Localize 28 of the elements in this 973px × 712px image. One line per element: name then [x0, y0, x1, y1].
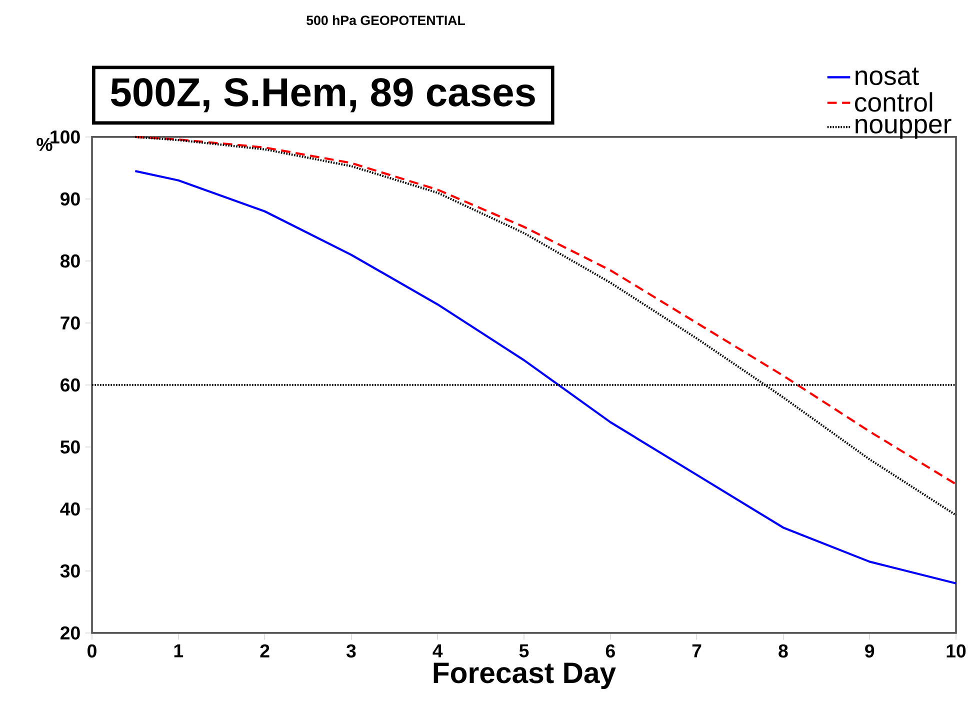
y-tick-label: 70: [60, 316, 80, 330]
y-tick-label: 60: [60, 378, 80, 392]
y-tick-label: 20: [60, 626, 80, 640]
x-axis-title: Forecast Day: [434, 662, 616, 690]
x-tick-label: 9: [865, 644, 874, 658]
y-tick-label: 90: [60, 192, 80, 206]
x-tick-label: 1: [174, 644, 184, 658]
x-tick-label: 10: [946, 644, 966, 658]
x-tick-label: 5: [519, 644, 529, 658]
legend-label: control: [855, 92, 932, 112]
y-tick-label: 40: [60, 502, 80, 516]
x-tick-label: 0: [88, 644, 96, 658]
text: 500Z, S.Hem, 89 cases: [110, 78, 535, 112]
x-tick-label: 3: [346, 644, 356, 658]
y-tick-label: 80: [60, 254, 80, 268]
y-tick-label: 50: [60, 440, 80, 454]
y-tick-label: 30: [60, 564, 80, 578]
x-tick-label: 7: [692, 644, 702, 658]
x-tick-label: 6: [606, 644, 615, 658]
legend-label: nosat: [856, 68, 919, 86]
x-tick-label: 8: [778, 644, 788, 658]
x-tick-label: 4: [432, 644, 443, 658]
legend-label: noupper: [856, 118, 952, 139]
chart-title: 500 hPa GEOPOTENTIAL: [306, 15, 465, 26]
line-series: [134, 170, 958, 584]
y-tick-label: 100: [50, 130, 80, 144]
y-axis-title: %: [36, 138, 52, 151]
x-tick-label: 2: [260, 644, 270, 658]
